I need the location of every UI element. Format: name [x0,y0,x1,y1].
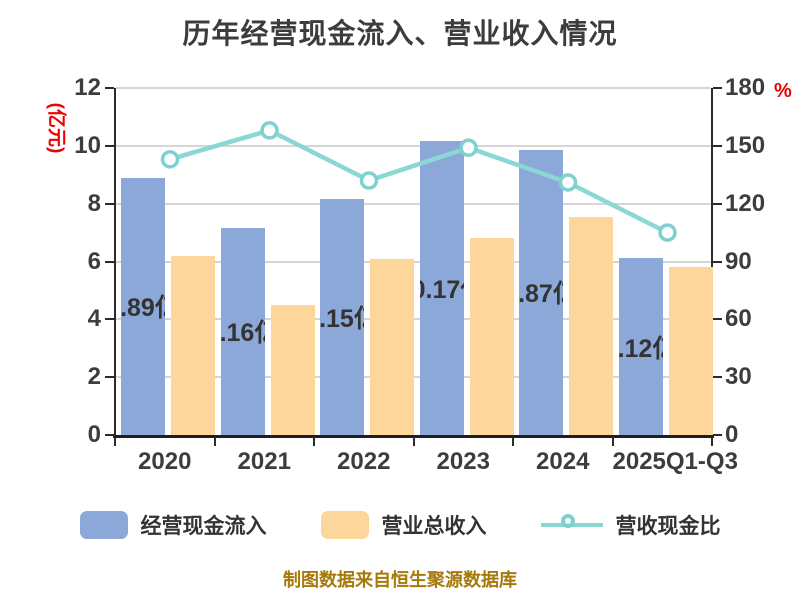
right-axis-tick [713,87,722,89]
gridline-8 [116,202,711,205]
left-axis-tick [105,87,114,89]
bar-cash-inflow-2021[interactable] [220,227,265,435]
bar-value-label-2024: 9.87亿 [519,280,563,308]
x-axis-line [113,435,714,438]
chart-title: 历年经营现金流入、营业收入情况 [182,18,618,49]
legend-swatch-icon [320,511,369,539]
bar-value-label-2022: 8.15亿 [320,305,364,333]
y-tick-label-right: 120 [725,189,766,217]
x-axis-tick [412,437,415,446]
bar-value-label-2023: 10.17亿 [420,275,464,303]
y-tick-label-right: 0 [725,421,739,448]
bar-revenue-2023[interactable] [469,238,514,435]
legend-label: 营业总收入 [381,515,487,538]
y-tick-label-right: 90 [725,247,752,275]
left-axis-tick [105,144,114,147]
y-tick-label-left: 6 [87,247,101,275]
legend-swatch-icon [79,511,128,539]
y-tick-label-left: 0 [87,421,101,448]
plot-area: 8.89亿 7.16亿 8.15亿 10.17亿 9.87亿 6.12亿 [113,87,714,438]
right-axis-tick [713,144,722,147]
left-axis-tick [105,376,114,379]
bar-revenue-2024[interactable] [569,216,613,435]
legend-item-营收现金比[interactable]: 营收现金比 [540,510,721,540]
legend-item-经营现金流入[interactable]: 经营现金流入 [79,510,267,540]
bar-revenue-2025Q1-Q3[interactable] [668,267,713,435]
legend-label: 营收现金比 [615,515,721,538]
x-axis-tick [711,437,713,446]
bar-value-label-2020: 8.89亿 [121,294,165,322]
x-tick-label-2020: 2020 [138,448,192,475]
right-axis-tick [713,260,722,263]
right-axis-line [711,88,713,438]
y-tick-label-left: 4 [87,305,101,333]
left-axis-line [114,88,116,438]
x-tick-label-2022: 2022 [337,448,391,475]
legend-line-marker-icon [540,511,603,539]
bar-value-label-2025Q1-Q3: 6.12亿 [619,334,663,362]
x-axis-tick [313,437,315,446]
bar-cash-inflow-2025Q1-Q3[interactable] [618,258,663,435]
y-tick-label-left: 2 [87,363,101,391]
right-axis-tick [713,318,722,321]
bar-value-label-2021: 7.16亿 [221,319,265,347]
legend-item-营业总收入[interactable]: 营业总收入 [320,510,487,540]
y-tick-label-right: 30 [725,363,752,391]
y-tick-label-left: 10 [74,131,101,159]
y-tick-label-left: 8 [87,189,101,217]
bar-cash-inflow-2022[interactable] [320,199,364,435]
left-axis-tick [105,318,114,321]
y-tick-label-right: 60 [725,305,752,333]
bar-cash-inflow-2020[interactable] [121,177,165,435]
y-tick-label-left: 12 [74,74,101,101]
y-tick-label-right: 150 [725,131,766,159]
right-axis-tick [713,376,722,379]
gridline-10 [116,144,711,147]
bar-revenue-2022[interactable] [370,258,414,435]
y-tick-label-right: 180 [725,74,766,101]
x-axis-tick [213,437,216,446]
legend-label: 经营现金流入 [140,515,267,538]
bar-revenue-2021[interactable] [270,304,315,435]
x-axis-tick [611,437,614,446]
x-axis-tick [114,437,116,446]
left-axis-tick [105,202,114,205]
x-axis-tick [512,437,514,446]
left-axis-tick [105,434,114,436]
x-tick-label-2023: 2023 [436,448,490,475]
bar-revenue-2020[interactable] [171,255,215,435]
x-tick-label-2021: 2021 [237,448,291,475]
left-axis-tick [105,260,114,263]
right-axis-tick [713,434,722,436]
x-tick-label-2024: 2024 [536,448,590,475]
legend-line-dot [560,514,575,528]
source-note: 制图数据来自恒生聚源数据库 [283,570,517,590]
legend: 经营现金流入 营业总收入 营收现金比 [0,510,800,540]
right-axis-tick [713,202,722,205]
x-tick-label-2025Q1-Q3: 2025Q1-Q3 [612,448,738,475]
gridline-12 [116,87,711,89]
right-axis-unit-label: % [774,80,792,102]
